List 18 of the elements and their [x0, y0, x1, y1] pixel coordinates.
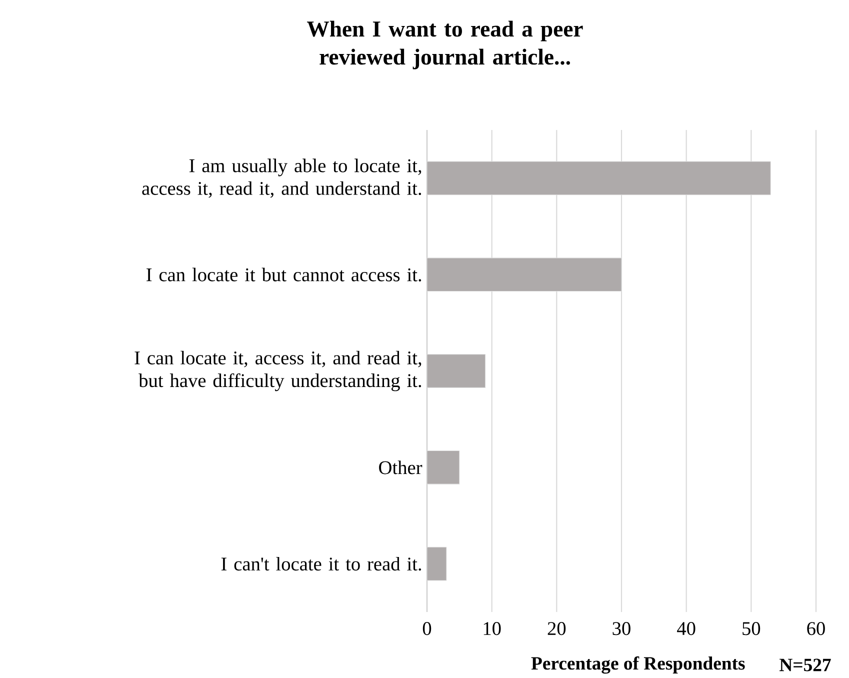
x-tick-label: 40: [677, 622, 696, 636]
x-tick-label: 10: [484, 622, 501, 636]
y-tick-label: I can locate it, access it, and read it, but have difficulty understanding it.: [134, 350, 422, 392]
chart-title: When I want to read a peer reviewed journal article...: [307, 20, 583, 70]
text: N=527: [780, 658, 831, 672]
x-tick-label: 0: [422, 622, 432, 636]
y-tick-label: Other: [379, 460, 422, 474]
bar: [427, 546, 447, 581]
bar: [427, 450, 460, 484]
x-tick-label: 30: [612, 622, 630, 636]
bar: [427, 354, 486, 388]
y-tick-label: I am usually able to locate it, access it, read it, and understand it.: [142, 158, 422, 198]
y-tick-label: I can't locate it to read it.: [221, 556, 422, 571]
y-tick-label: I can locate it but cannot access it.: [146, 268, 422, 282]
x-tick-label: 60: [807, 622, 825, 636]
x-tick-label: 20: [548, 622, 566, 636]
x-tick-label: 50: [742, 622, 760, 636]
x-axis-title: Percentage of Respondents: [531, 656, 745, 674]
